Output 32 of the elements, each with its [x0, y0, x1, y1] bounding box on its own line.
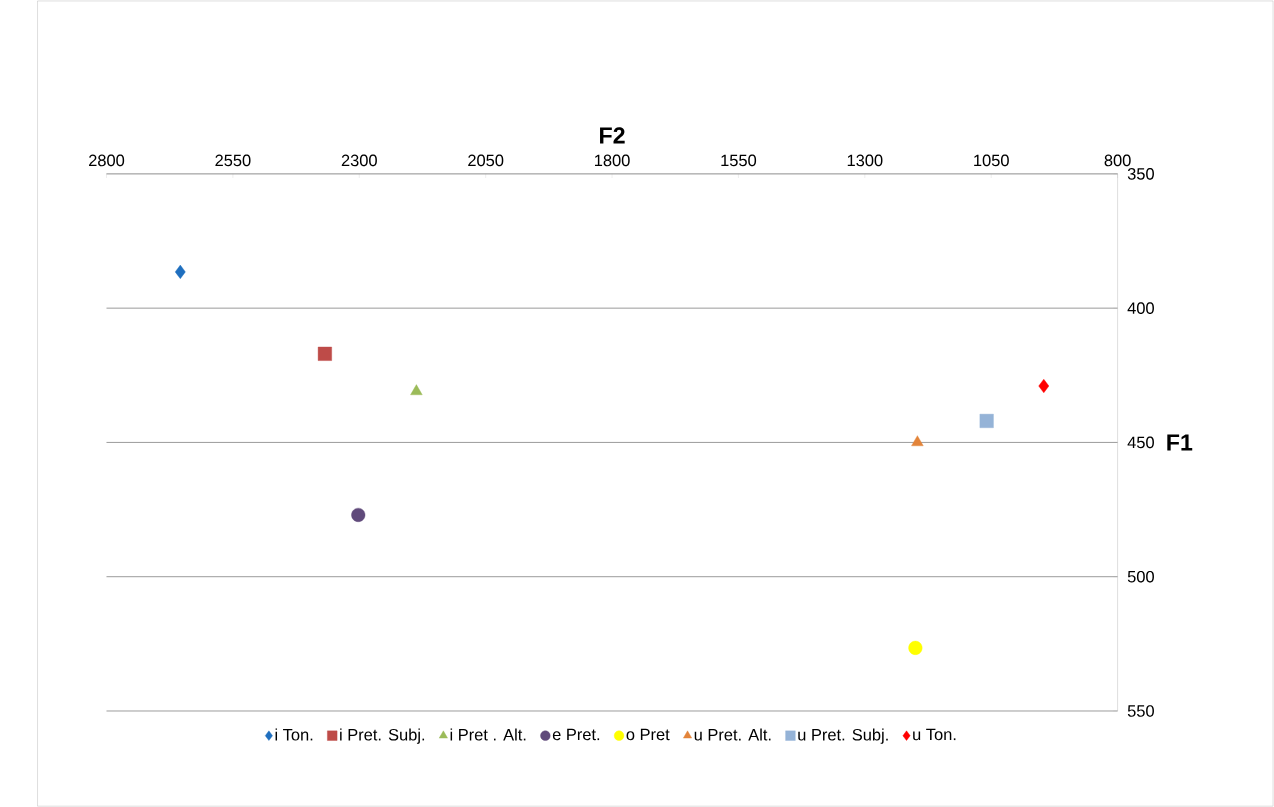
point	[317, 346, 332, 361]
point	[351, 507, 366, 522]
legend-label: i Ton.	[275, 728, 313, 741]
y-tick-label: 450	[1127, 436, 1154, 449]
legend-label: o Pret	[626, 728, 670, 741]
x-tick-label: 800	[1104, 154, 1131, 167]
point	[908, 640, 923, 655]
legend-label: i Pret. Subj.	[340, 728, 425, 744]
x-tick-label: 1800	[595, 154, 630, 167]
point	[979, 413, 994, 428]
x-tick-label: 1300	[847, 154, 883, 167]
x-tick-label: 2300	[341, 154, 377, 167]
point	[911, 435, 924, 446]
x-tick-label: 1550	[721, 154, 757, 167]
y-tick-label: 400	[1127, 302, 1154, 314]
legend-label: u Pret. Alt.	[694, 728, 771, 741]
legend-label: u Pret. Subj.	[798, 728, 888, 744]
x-tick-label: 2550	[215, 154, 251, 167]
y-tick-label: 550	[1127, 705, 1154, 717]
point	[175, 264, 186, 279]
legend-label: u Ton.	[913, 728, 956, 741]
y-tick-label: 350	[1127, 167, 1154, 180]
point	[410, 384, 423, 395]
point	[1038, 378, 1050, 393]
x-axis-title: F2	[600, 127, 625, 144]
x-tick-label: 2050	[468, 154, 504, 167]
y-tick-label: 500	[1127, 570, 1154, 583]
y-axis-title: F1	[1167, 434, 1193, 451]
x-tick-label: 2800	[89, 154, 125, 167]
legend-label: e Pret.	[552, 728, 600, 741]
legend-label: i Pret . Alt.	[450, 728, 526, 741]
x-tick-label: 1050	[974, 154, 1009, 167]
